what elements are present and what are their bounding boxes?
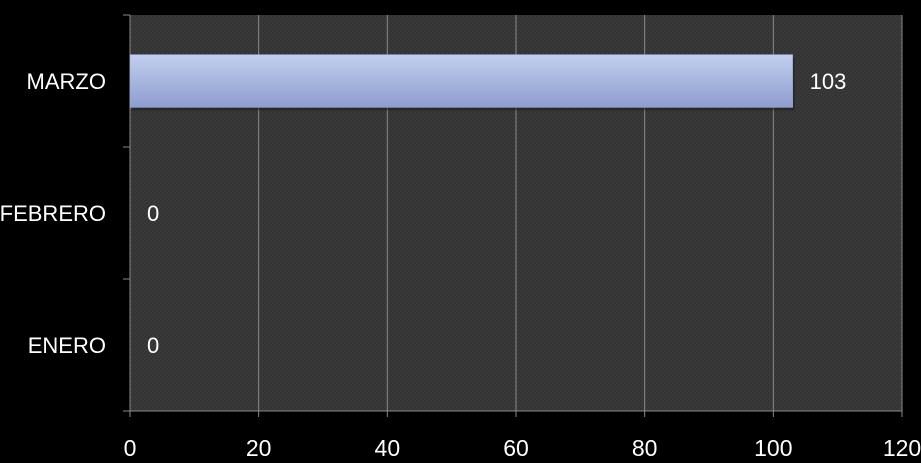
category-label: MARZO [27, 69, 106, 94]
category-label: FEBRERO [0, 201, 106, 226]
bars [129, 54, 795, 111]
x-tick-label: 120 [883, 435, 921, 458]
x-tick-label: 40 [375, 435, 401, 458]
x-tick-label: 100 [754, 435, 792, 458]
data-label: 0 [147, 333, 159, 358]
x-tick-label: 0 [124, 435, 137, 458]
labels: 0 20 40 60 80 100 120 MARZO 103 FEBRERO 0 ENERO 0 [0, 69, 921, 461]
data-label: 103 [810, 69, 847, 94]
x-tick-label: 20 [246, 435, 272, 458]
x-tick-label: 80 [632, 435, 658, 458]
category-label: ENERO [28, 333, 106, 358]
bar-marzo [129, 54, 793, 108]
data-label: 0 [147, 201, 159, 226]
x-tick-label: 60 [503, 435, 529, 458]
